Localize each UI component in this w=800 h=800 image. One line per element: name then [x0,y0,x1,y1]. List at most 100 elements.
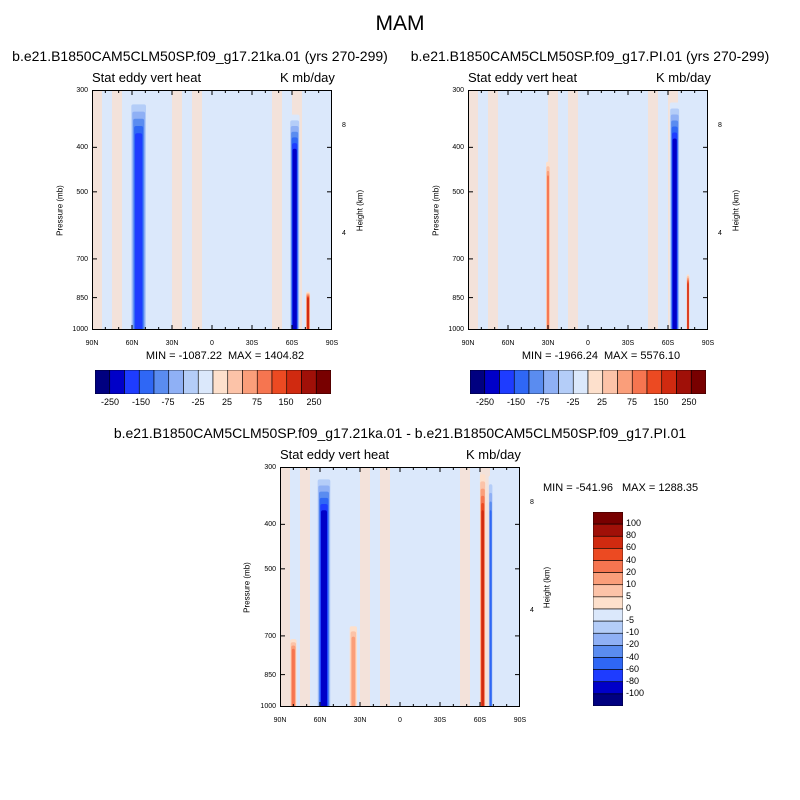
left-cbar-label: 150 [278,397,294,407]
left-xtick-60S: 60S [285,340,299,347]
colorbar-box [602,370,618,394]
diff-xtick-30N: 30N [353,717,367,724]
colorbar-box [593,584,623,598]
diff-ytick-300: 300 [264,464,276,471]
colorbar-box [168,370,184,394]
diff-cbar-label: -100 [626,687,645,698]
diff-panel-title: b.e21.B1850CAM5CLM50SP.f09_g17.21ka.01 -… [113,425,687,441]
left-ytick-300: 300 [76,87,88,94]
diff-ytick-500: 500 [264,566,276,573]
diff-panel-plot [280,467,520,707]
weak-positive-band [272,90,282,330]
diff-xtick-60S: 60S [473,717,487,724]
diff-ylabel-right: Height (km) [542,566,552,609]
left-ytick-500: 500 [76,189,88,196]
right-cbar-label: 250 [681,397,697,407]
left-cbar-label: 25 [221,397,232,407]
right-ytick-right-8: 8 [718,122,722,129]
left-xtick-60N: 60N [125,340,139,347]
right-xtick-60N: 60N [501,340,515,347]
colorbar-box [256,370,273,394]
weak-positive-band [112,90,122,330]
colorbar-box [631,370,648,394]
diff-cbar-label: 5 [626,590,632,601]
weak-positive-band [360,467,370,707]
diff-cbar-label: 0 [626,603,632,613]
colorbar-box [593,681,623,695]
right-ytick-850: 850 [452,295,464,302]
right-min-label: MIN = -1966.24 [521,350,598,362]
contour-cell [687,282,689,330]
contour-cell [351,636,356,707]
colorbar-box [109,370,125,394]
diff-ytick-right-4: 4 [530,607,534,614]
contour-cell [321,510,327,707]
weak-positive-band [280,467,290,707]
colorbar-box [301,370,317,394]
colorbar-box [587,370,604,394]
page-title: MAM [375,12,425,35]
left-ytick-400: 400 [76,144,88,151]
weak-positive-band [92,90,102,330]
weak-positive-band [648,90,658,330]
diff-xtick-90N: 90N [273,717,287,724]
left-ytick-850: 850 [76,295,88,302]
diff-colorbar-labels: 100 80 60 40 20 10 5 0 -5 -10 -20 -40 -60 -80 -100 [626,512,666,706]
diff-cbar-label: -5 [626,615,635,626]
right-xtick-30S: 30S [621,340,635,347]
colorbar-box [183,370,199,394]
colorbar-box [271,370,288,394]
diff-cbar-label: -60 [626,663,640,674]
left-ylabel: Pressure (mb) [55,185,65,236]
colorbar-box [593,512,623,525]
colorbar-box [593,645,623,658]
colorbar-box [124,370,140,394]
weak-positive-band [460,467,470,707]
left-ytick-right-4: 4 [342,230,346,237]
colorbar-box [593,632,623,646]
left-xtick-90S: 90S [325,340,339,347]
left-xtick-30N: 30N [165,340,179,347]
diff-ytick-right-8: 8 [530,499,534,506]
diff-cbar-label: -40 [626,651,640,662]
colorbar-box [543,370,559,394]
contour-cell [291,648,295,707]
left-cbar-label: -150 [131,397,150,407]
left-panel-units: K mb/day [280,70,335,85]
left-ytick-right-8: 8 [342,122,346,129]
colorbar-box [528,370,545,394]
colorbar-box [593,523,623,537]
colorbar-box [593,572,623,586]
colorbar-box [197,370,214,394]
left-min-label: MIN = -1087.22 [145,350,222,362]
diff-ytick-850: 850 [264,672,276,679]
right-cbar-label: -25 [566,397,580,407]
diff-ytick-1000: 1000 [260,703,276,710]
left-panel-left-string: Stat eddy vert heat [92,70,202,85]
colorbar-box [690,370,706,394]
contour-cell [672,138,677,330]
left-ytick-1000: 1000 [72,326,88,333]
contour-cell [307,297,309,330]
right-panel-left-string: Stat eddy vert heat [468,70,578,85]
right-ylabel-right: Height (km) [731,189,741,232]
right-ytick-400: 400 [452,144,464,151]
right-xtick-0: 0 [586,340,590,347]
left-cbar-label: -75 [161,397,175,407]
left-cbar-label: -250 [100,397,119,407]
left-colorbar [95,370,331,394]
diff-cbar-label: 10 [626,578,637,589]
right-xtick-30N: 30N [541,340,555,347]
colorbar-box [227,370,243,394]
contour-cell [489,510,492,707]
left-max-label: MAX = 1404.82 [228,350,305,362]
colorbar-box [593,535,623,549]
right-ytick-300: 300 [452,87,464,94]
colorbar-box [315,370,331,394]
right-ytick-1000: 1000 [448,326,464,333]
colorbar-box [676,370,692,394]
colorbar-box [593,669,623,683]
colorbar-box [661,370,677,394]
diff-cbar-label: -80 [626,675,640,686]
colorbar-box [593,596,623,610]
